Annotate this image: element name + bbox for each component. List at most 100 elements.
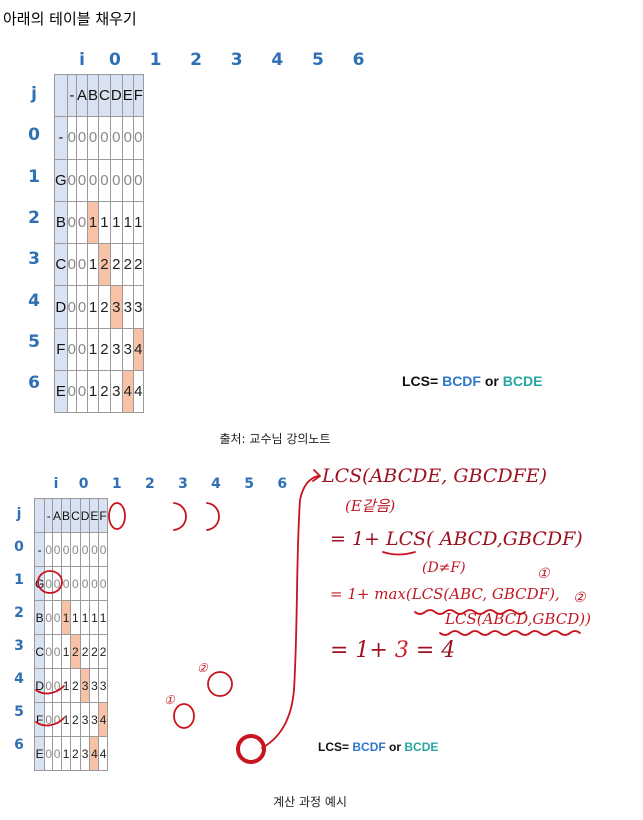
col-header-cell: C — [98, 73, 111, 118]
dp-cell: 2 — [98, 243, 111, 287]
dp-cell: 2 — [121, 243, 134, 287]
col-header-cell: - — [66, 73, 78, 118]
lcs-prefix: LCS= — [402, 373, 439, 389]
dp-cell: 0 — [70, 566, 81, 601]
dp-cell: 1 — [61, 702, 72, 737]
dp-cell: 1 — [79, 600, 91, 635]
dp-cell: 4 — [98, 702, 108, 737]
dp-cell: 0 — [98, 116, 111, 160]
col-header-cell: A — [52, 498, 63, 533]
row-header-cell: - — [54, 116, 68, 160]
dp-cell: 3 — [79, 736, 91, 771]
j-axis-label: j — [16, 506, 22, 522]
dp-cell: 3 — [109, 285, 123, 329]
note-line4-c: = 4 — [415, 638, 456, 663]
col-index-label: 3 — [178, 476, 188, 492]
dp-cell: 4 — [98, 736, 108, 771]
caption-example: 계산 과정 예시 — [273, 795, 347, 809]
note-line4: = 1+ 3 = 4 — [330, 638, 455, 663]
lcs-prefix: LCS= — [318, 740, 350, 754]
dp-cell: 2 — [98, 370, 111, 414]
col-index-label: 0 — [78, 476, 89, 492]
dp-cell: 0 — [52, 668, 63, 703]
dp-cell: 4 — [121, 370, 134, 414]
dp-cell: 0 — [44, 532, 54, 567]
dp-cell: 1 — [61, 600, 72, 635]
dp-cell: 1 — [98, 200, 111, 245]
row-index-label: 3 — [14, 638, 24, 654]
note-line3b: LCS(ABCD,GBCD)) — [445, 610, 591, 628]
dp-cell: 1 — [87, 285, 100, 329]
lcs-answer-1: BCDF — [352, 740, 386, 754]
dp-cell: 1 — [70, 600, 81, 635]
dp-cell: 0 — [44, 702, 54, 737]
col-header-cell: B — [87, 73, 100, 118]
dp-cell: 2 — [109, 243, 123, 287]
lcs-or: or — [389, 740, 402, 754]
note-mark1: ① — [537, 566, 550, 582]
dp-cell: 0 — [66, 116, 78, 160]
dp-cell: 0 — [79, 532, 91, 567]
col-index-label: 5 — [244, 476, 255, 492]
note-mark-v2: ② — [197, 661, 208, 675]
row-index-label: 2 — [14, 605, 24, 621]
note-mark-v1: ① — [164, 693, 175, 707]
col-header-cell: D — [79, 498, 91, 533]
dp-cell: 0 — [98, 158, 111, 202]
lcs-answer-1: BCDF — [442, 373, 481, 389]
dp-cell: 3 — [89, 668, 100, 703]
row-header-cell: F — [54, 327, 68, 372]
col-index-label: 4 — [271, 50, 284, 70]
dp-cell: 0 — [76, 116, 89, 160]
dp-cell: 2 — [70, 736, 81, 771]
dp-cell: 0 — [70, 532, 81, 567]
col-index-label: 5 — [311, 50, 324, 70]
dp-cell: 0 — [52, 702, 63, 737]
dp-cell: 1 — [61, 736, 72, 771]
col-index-label: 4 — [211, 476, 221, 492]
row-index-label: 3 — [28, 249, 40, 270]
dp-cell: 2 — [79, 634, 91, 669]
col-index-label: 0 — [108, 50, 121, 70]
lcs-result-2: LCS= BCDF or BCDE — [318, 740, 438, 754]
col-index-label: 1 — [149, 50, 162, 70]
caption-source: 출처: 교수님 강의노트 — [219, 432, 331, 446]
row-header-cell: G — [54, 158, 68, 202]
i-axis-label: i — [53, 476, 59, 492]
row-header-cell: C — [54, 243, 68, 287]
dp-cell: 0 — [66, 327, 78, 372]
dp-cell: 0 — [44, 566, 54, 601]
dp-cell: 3 — [121, 327, 134, 372]
dp-cell: 0 — [121, 116, 134, 160]
lcs-answer-2: BCDE — [404, 740, 439, 754]
note-line2b: (D≠F) — [422, 560, 466, 576]
row-index-label: 0 — [28, 125, 40, 146]
dp-cell: 0 — [76, 158, 89, 202]
note-line4-a: = 1+ — [330, 638, 388, 663]
lcs-result-1: LCS= BCDF or BCDE — [402, 373, 542, 389]
col-header-cell: C — [70, 498, 81, 533]
dp-cell: 0 — [79, 566, 91, 601]
row-index-label: 5 — [14, 704, 24, 720]
note-line1: LCS(ABCDE, GBCDFE) — [322, 465, 548, 487]
dp-cell: 0 — [76, 285, 89, 329]
dp-cell: 3 — [98, 668, 108, 703]
j-axis-label: j — [31, 84, 37, 104]
dp-cell: 1 — [89, 600, 100, 635]
row-index-label: 6 — [28, 373, 40, 394]
col-index-label: 2 — [190, 50, 203, 70]
dp-cell: 0 — [66, 200, 78, 245]
dp-cell: 1 — [87, 370, 100, 414]
col-index-label: 6 — [352, 50, 365, 70]
note-line2: = 1+ LCS( ABCD,GBCDF) — [330, 528, 583, 550]
dp-cell: 0 — [132, 158, 144, 202]
dp-cell: 2 — [70, 702, 81, 737]
dp-cell: 0 — [76, 200, 89, 245]
dp-cell: 0 — [66, 158, 78, 202]
col-header-cell: A — [76, 73, 89, 118]
dp-cell: 4 — [89, 736, 100, 771]
dp-cell: 3 — [79, 668, 91, 703]
dp-cell: 0 — [66, 243, 78, 287]
dp-cell: 1 — [121, 200, 134, 245]
